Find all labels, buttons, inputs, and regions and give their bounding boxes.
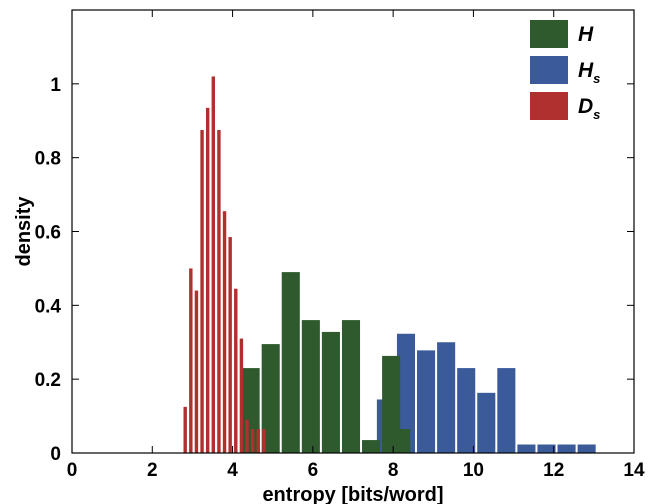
x-tick-label: 0 xyxy=(67,460,78,481)
series-h-s-bar xyxy=(457,368,476,453)
series-d-s-bar xyxy=(245,419,249,453)
series-h-s-bar xyxy=(537,444,556,453)
series-h-s-bar xyxy=(417,350,436,453)
series-d-s-bar xyxy=(189,268,193,453)
series-d-s-bar xyxy=(228,237,232,453)
series-d-s-bar xyxy=(217,129,221,453)
series-d-s-bar xyxy=(194,290,199,453)
series-h-s-bar xyxy=(497,368,516,453)
series-h-bar xyxy=(301,320,320,453)
y-tick-label: 0.6 xyxy=(35,223,61,244)
series-d-s-bar xyxy=(222,211,227,453)
series-d-s-bar xyxy=(234,288,238,453)
series-h-bar xyxy=(362,440,381,453)
y-tick-label: 1 xyxy=(50,75,61,96)
ticks-layer: 0 2 4 6 8 10 12 14 0 0.2 0.4 0.6 0.8 1 xyxy=(35,10,645,481)
y-tick-label: 0.4 xyxy=(35,296,62,317)
series-h-bar xyxy=(382,355,401,453)
series-h-bar xyxy=(261,344,280,453)
series-h-s-bar xyxy=(437,342,456,453)
series-h-bar xyxy=(281,272,300,453)
legend-swatch xyxy=(530,20,568,48)
series-d-s-bar xyxy=(239,338,244,453)
y-tick-label: 0 xyxy=(50,444,61,465)
series-h-front-bar xyxy=(392,429,411,453)
y-tick-label: 0.2 xyxy=(35,370,61,391)
series-h-s-bar xyxy=(477,392,496,453)
series-h-s-bar xyxy=(557,444,576,453)
series-h-s-bar xyxy=(396,333,416,453)
x-tick-label: 14 xyxy=(623,460,645,481)
y-tick-label: 0.8 xyxy=(35,149,61,170)
x-tick-label: 10 xyxy=(463,460,484,481)
series-h-s-bar xyxy=(517,444,536,453)
series-d-s-bar xyxy=(200,129,204,453)
legend-label: H xyxy=(578,23,594,46)
x-tick-label: 8 xyxy=(388,460,399,481)
series-d-s-bar xyxy=(205,107,210,454)
series-d-s-bar xyxy=(250,429,255,453)
legend: H Hs Ds xyxy=(530,20,600,122)
x-axis-title: entropy [bits/word] xyxy=(262,484,443,504)
legend-label: Ds xyxy=(578,95,600,122)
series-h-s-bar xyxy=(577,444,596,453)
legend-label: Hs xyxy=(578,59,600,86)
legend-swatch xyxy=(530,56,568,84)
series-d-s-bar xyxy=(183,406,187,453)
x-tick-label: 2 xyxy=(147,460,158,481)
series-d-s-bar xyxy=(211,76,216,453)
series-ds-extra-bar xyxy=(262,429,266,453)
bars-layer xyxy=(183,76,596,454)
series-d-s-bar xyxy=(256,429,260,453)
series-h-bar xyxy=(341,320,361,453)
legend-swatch xyxy=(530,92,568,120)
y-axis-title: density xyxy=(13,196,35,267)
x-tick-label: 4 xyxy=(227,460,238,481)
x-tick-label: 12 xyxy=(543,460,564,481)
x-tick-label: 6 xyxy=(308,460,319,481)
series-h-bar xyxy=(321,331,340,453)
